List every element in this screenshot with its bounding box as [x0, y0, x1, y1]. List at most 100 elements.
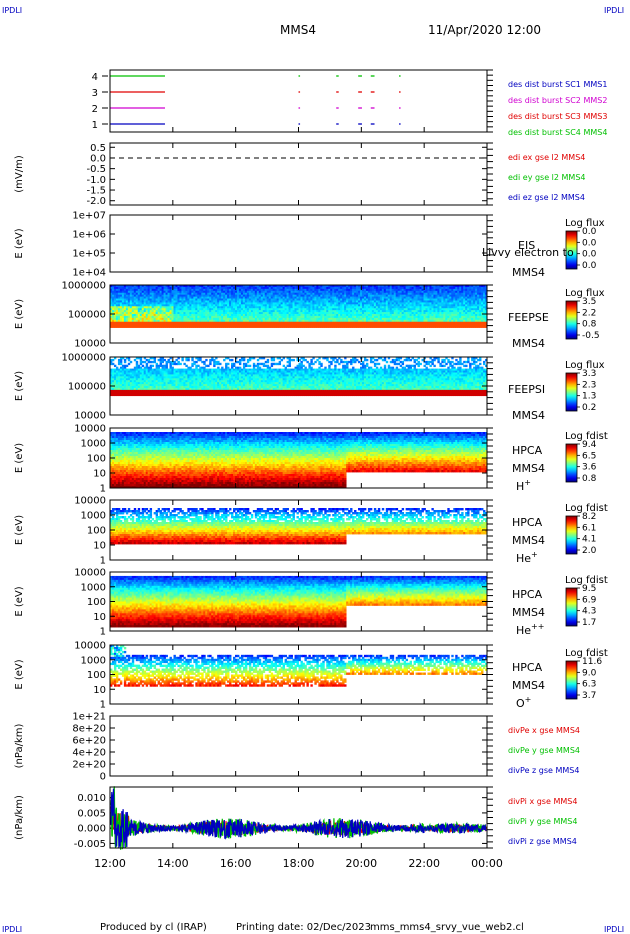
feepse-cell [231, 310, 234, 313]
feepse-cell [445, 306, 448, 309]
feepse-cell [113, 302, 117, 305]
feepse-cell [375, 292, 379, 296]
feepse-cell [254, 314, 258, 317]
feepse-cell [223, 312, 226, 315]
feepse-cell [238, 300, 242, 303]
feepse-cell [447, 314, 450, 317]
feepse-cell [465, 286, 468, 290]
feepse-cell [175, 294, 178, 297]
feepse-cell [326, 321, 329, 325]
feepse-cell [274, 308, 278, 311]
feepse-cell [365, 310, 369, 313]
feepse-cell [383, 319, 387, 323]
feepsi-cell [115, 380, 119, 383]
feepse-cell [260, 288, 264, 292]
feepse-cell [469, 312, 472, 315]
feepse-cell [123, 286, 127, 290]
feepse-cell [282, 321, 286, 325]
feepse-cell [465, 294, 468, 297]
feepse-cell [135, 292, 139, 296]
feepse-cell [137, 298, 141, 301]
feepse-cell [252, 298, 256, 301]
feepsi-cell [119, 370, 123, 373]
feepse-cell [240, 292, 244, 296]
feepse-cell [195, 317, 198, 321]
feepse-cell [236, 290, 240, 294]
feepse-cell [336, 312, 339, 315]
feepse-cell [373, 290, 377, 294]
feepse-cell [348, 288, 351, 292]
feepse-cell [155, 292, 159, 296]
feepse-cell [324, 302, 327, 305]
feepse-cell [159, 321, 162, 325]
feepse-cell [373, 298, 377, 301]
feepse-cell [310, 304, 313, 307]
feepse-cell [236, 306, 240, 309]
feepse-cell [469, 317, 472, 321]
feepse-cell [244, 296, 248, 299]
feepse-cell [310, 321, 313, 325]
feepse-cell [215, 290, 218, 294]
feepse-cell [131, 310, 135, 313]
feepse-cell [423, 302, 426, 305]
feepse-cell [223, 300, 226, 303]
feepse-cell [324, 300, 327, 303]
feepse-cell [268, 319, 272, 323]
feepse-cell [411, 302, 414, 305]
feepse-cell [451, 302, 454, 305]
feepse-cell [425, 325, 428, 328]
feepse-cell [417, 325, 420, 328]
feepse-cell [183, 296, 186, 299]
feepse-cell [286, 317, 289, 321]
feepse-cell [254, 310, 258, 313]
feepse-cell [137, 288, 141, 292]
feepse-cell [344, 310, 347, 313]
feepse-cell [266, 292, 270, 296]
feepse-cell [457, 325, 460, 328]
feepse-cell [302, 319, 305, 323]
feepse-cell [187, 315, 190, 319]
feepse-cell [443, 298, 446, 301]
feepse-cell [328, 319, 331, 323]
feepse-cell [238, 298, 242, 301]
feepse-cell [306, 302, 309, 305]
feepse-cell [381, 317, 385, 321]
feepse-cell [300, 314, 303, 317]
feepse-cell [167, 294, 170, 297]
feepse-cell [191, 308, 194, 311]
feepse-cell [161, 300, 164, 303]
feepse-cell [375, 304, 379, 307]
feepse-cell [367, 304, 371, 307]
feepse-cell [403, 314, 407, 317]
feepse-cell [238, 317, 242, 321]
feepse-cell [173, 286, 176, 290]
feepse-cell [481, 292, 484, 296]
feepse-cell [391, 304, 395, 307]
feepse-cell [369, 285, 373, 288]
feepse-cell [361, 325, 365, 328]
feepse-cell [479, 308, 482, 311]
feepse-cell [318, 312, 321, 315]
feepse-cell [205, 298, 208, 301]
feepse-cell [409, 321, 412, 325]
feepse-cell [310, 308, 313, 311]
feepse-cell [246, 286, 250, 290]
feepse-cell [465, 308, 468, 311]
feepse-cell [191, 285, 194, 288]
feepse-cell [276, 302, 280, 305]
feepse-cell [256, 286, 260, 290]
feepse-cell [344, 304, 347, 307]
feepsi-cell [121, 389, 125, 393]
feepse-cell [312, 323, 315, 326]
feepse-cell [445, 317, 448, 321]
feepse-cell [467, 302, 470, 305]
panel-edi: 0.50.0-0.5-1.0-1.5-2.0(mV/m) edi ex gse l… [14, 142, 586, 207]
feepse-cell [375, 310, 379, 313]
feepse-cell [280, 285, 284, 288]
feepse-cell [195, 315, 198, 319]
feepse-cell [262, 306, 266, 309]
feepse-cell [155, 314, 159, 317]
feepse-cell [272, 302, 276, 305]
feepse-cell [121, 314, 125, 317]
feepse-cell [477, 296, 480, 299]
